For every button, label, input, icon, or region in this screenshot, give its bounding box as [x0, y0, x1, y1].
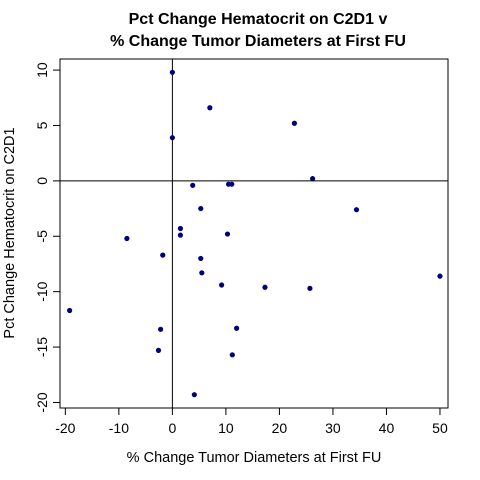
data-point — [177, 225, 184, 232]
y-tick-label: 5 — [34, 121, 50, 129]
y-axis-label: Pct Change Hematocrit on C2D1 — [2, 127, 18, 338]
data-point — [198, 255, 204, 262]
data-point — [307, 285, 313, 291]
data-point — [177, 232, 184, 238]
data-point — [229, 352, 235, 358]
x-tick-label: 20 — [272, 420, 288, 436]
data-point — [155, 347, 162, 353]
data-point — [160, 252, 166, 258]
y-tick-label: 10 — [34, 62, 50, 78]
data-point — [198, 205, 204, 212]
data-point — [199, 270, 205, 276]
data-point — [262, 284, 268, 290]
data-point — [310, 176, 316, 182]
data-point — [191, 392, 197, 398]
x-tick-label: 0 — [168, 420, 176, 436]
reference-lines — [60, 59, 448, 408]
x-tick-label: 10 — [218, 420, 234, 436]
x-axis: -20 -10 0 10 20 30 40 50 — [55, 408, 448, 436]
plot-frame — [59, 58, 449, 409]
y-tick-label: -5 — [34, 230, 50, 243]
y-tick-label: -15 — [34, 337, 50, 357]
chart-title-line-2: % Change Tumor Diameters at First FU — [110, 33, 406, 50]
data-point — [229, 181, 235, 187]
data-point — [353, 207, 360, 213]
y-axis: -20 -15 -10 -5 0 5 10 — [34, 62, 60, 413]
y-tick-label: -20 — [34, 392, 50, 412]
x-tick-label: 40 — [379, 420, 395, 436]
data-points — [67, 69, 443, 398]
data-point — [190, 182, 196, 188]
data-point — [291, 120, 298, 126]
data-point — [124, 235, 130, 242]
data-point — [169, 135, 175, 141]
x-tick-label: -20 — [55, 420, 75, 436]
data-point — [207, 105, 213, 111]
y-tick-label: 0 — [34, 177, 50, 185]
data-point — [219, 282, 225, 288]
data-point — [169, 69, 175, 75]
x-tick-label: 50 — [432, 420, 448, 436]
data-point — [234, 325, 240, 331]
data-point — [224, 231, 231, 237]
x-axis-label: % Change Tumor Diameters at First FU — [127, 450, 382, 466]
x-tick-label: -10 — [109, 420, 129, 436]
data-point — [67, 307, 73, 314]
x-tick-label: 30 — [325, 420, 341, 436]
chart-title-line-1: Pct Change Hematocrit on C2D1 v — [129, 11, 388, 28]
data-point — [437, 273, 443, 279]
y-tick-label: -10 — [34, 281, 50, 301]
data-point — [158, 326, 164, 332]
